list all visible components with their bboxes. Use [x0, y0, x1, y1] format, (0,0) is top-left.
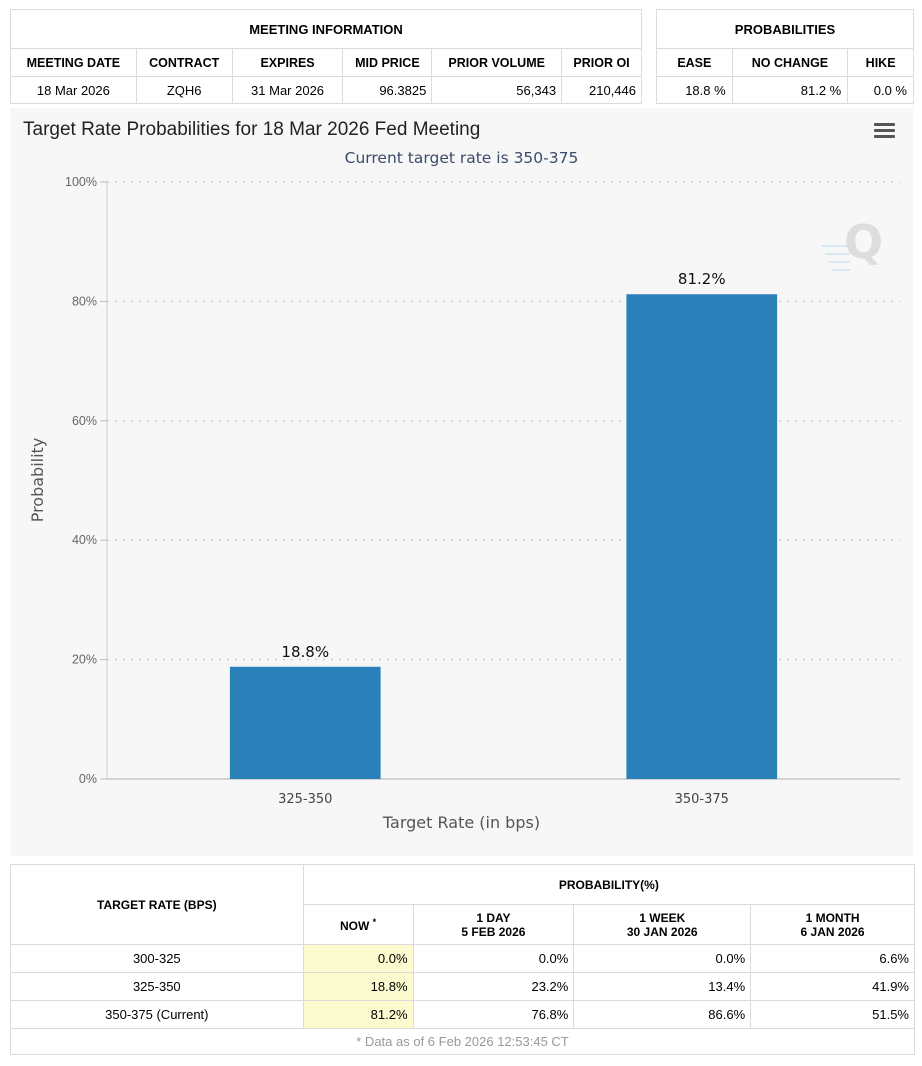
col-mid-price: MID PRICE — [342, 48, 433, 77]
meeting-info-row: 18 Mar 2026 ZQH6 31 Mar 2026 96.3825 56,… — [10, 76, 642, 104]
y-tick-label: 100% — [65, 175, 97, 189]
chart-bars: 18.8% 81.2% — [229, 270, 778, 779]
chart-menu-button[interactable] — [870, 120, 898, 144]
bar-data-label: 81.2% — [678, 270, 726, 288]
col-1-day: 1 DAY 5 FEB 2026 — [412, 904, 575, 945]
target-rate-table: TARGET RATE (BPS) PROBABILITY(%) NOW * 1… — [10, 864, 916, 1055]
meeting-info-header: MEETING INFORMATION — [10, 9, 642, 49]
bar-350-375[interactable] — [626, 294, 778, 779]
col-prior-volume: PRIOR VOLUME — [431, 48, 563, 77]
col-meeting-date: MEETING DATE — [10, 48, 137, 77]
probability-chart: Target Rate Probabilities for 18 Mar 202… — [23, 119, 900, 832]
chart-gridlines — [107, 181, 900, 661]
one-month-cell: 41.9% — [750, 972, 915, 1001]
y-axis-title: Probability — [28, 438, 47, 523]
col-prior-oi: PRIOR OI — [561, 48, 642, 77]
y-tick-label: 80% — [72, 294, 97, 308]
bar-data-label: 18.8% — [281, 643, 329, 661]
chart-panel: Target Rate Probabilities for 18 Mar 202… — [10, 108, 913, 856]
x-tick-label: 350-375 — [675, 792, 729, 807]
x-tick-label: 325-350 — [278, 792, 332, 807]
col-1-month: 1 MONTH 6 JAN 2026 — [750, 904, 915, 945]
probabilities-table: PROBABILITIES EASE NO CHANGE HIKE 18.8 %… — [656, 9, 914, 104]
ease-value: 18.8 % — [656, 76, 733, 104]
svg-text:Q: Q — [844, 215, 883, 269]
now-cell: 0.0% — [302, 944, 414, 973]
hamburger-icon — [873, 123, 895, 126]
no-change-value: 81.2 % — [731, 76, 849, 104]
prior-oi-value: 210,446 — [561, 76, 642, 104]
mid-price-value: 96.3825 — [342, 76, 433, 104]
bar-325-350[interactable] — [229, 666, 381, 779]
one-week-cell: 13.4% — [573, 972, 752, 1001]
one-month-cell: 51.5% — [750, 1000, 915, 1029]
col-contract: CONTRACT — [135, 48, 233, 77]
q-logo-icon: Q — [822, 215, 883, 271]
y-tick-label: 0% — [79, 772, 97, 786]
col-probability-group: PROBABILITY(%) — [302, 864, 916, 905]
table-row: 350-375 (Current) 81.2% 76.8% 86.6% 51.5… — [10, 1000, 915, 1029]
one-month-cell: 6.6% — [750, 944, 915, 973]
prior-volume-value: 56,343 — [431, 76, 563, 104]
one-day-cell: 23.2% — [412, 972, 575, 1001]
one-day-cell: 76.8% — [412, 1000, 575, 1029]
one-week-cell: 0.0% — [573, 944, 752, 973]
meeting-date-value: 18 Mar 2026 — [10, 76, 137, 104]
expires-value: 31 Mar 2026 — [231, 76, 344, 104]
one-week-cell: 86.6% — [573, 1000, 752, 1029]
x-axis-title: Target Rate (in bps) — [382, 813, 540, 832]
target-rate-cell: 325-350 — [10, 972, 304, 1001]
col-expires: EXPIRES — [231, 48, 344, 77]
chart-title: Target Rate Probabilities for 18 Mar 202… — [23, 119, 480, 140]
data-timestamp-note: * Data as of 6 Feb 2026 12:53:45 CT — [10, 1028, 915, 1055]
col-hike: HIKE — [847, 48, 914, 77]
table-row: 325-350 18.8% 23.2% 13.4% 41.9% — [10, 972, 915, 1001]
now-cell: 18.8% — [302, 972, 414, 1001]
col-ease: EASE — [656, 48, 733, 77]
contract-value: ZQH6 — [135, 76, 233, 104]
col-target-rate: TARGET RATE (BPS) — [10, 864, 304, 945]
now-cell: 81.2% — [302, 1000, 414, 1029]
one-day-cell: 0.0% — [412, 944, 575, 973]
meeting-information-table: MEETING INFORMATION MEETING DATE CONTRAC… — [10, 9, 642, 104]
col-now: NOW * — [302, 904, 414, 945]
probabilities-header: PROBABILITIES — [656, 9, 914, 49]
probabilities-row: 18.8 % 81.2 % 0.0 % — [656, 76, 914, 104]
col-no-change: NO CHANGE — [731, 48, 849, 77]
y-tick-label: 20% — [72, 653, 97, 667]
col-1-week: 1 WEEK 30 JAN 2026 — [573, 904, 752, 945]
hike-value: 0.0 % — [847, 76, 914, 104]
y-tick-label: 40% — [72, 533, 97, 547]
target-rate-cell: 300-325 — [10, 944, 304, 973]
table-row: 300-325 0.0% 0.0% 0.0% 6.6% — [10, 944, 915, 973]
chart-subtitle: Current target rate is 350-375 — [345, 149, 579, 167]
target-rate-cell: 350-375 (Current) — [10, 1000, 304, 1029]
y-tick-label: 60% — [72, 414, 97, 428]
